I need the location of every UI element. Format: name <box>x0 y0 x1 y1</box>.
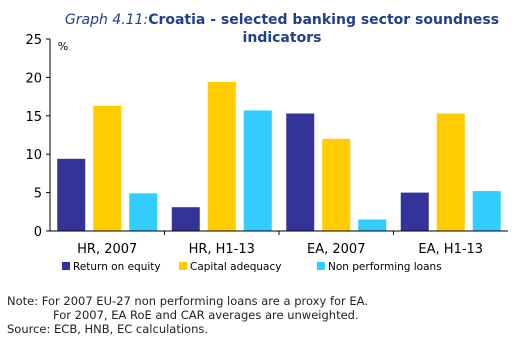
y-tick-label: 0 <box>34 225 42 240</box>
note-line-1: Note: For 2007 EU-27 non performing loan… <box>7 294 368 308</box>
chart-title-line2: indicators <box>243 30 322 46</box>
source-line: Source: ECB, HNB, EC calculations. <box>7 322 209 336</box>
chart-notes: Note: For 2007 EU-27 non performing loan… <box>7 294 368 336</box>
y-tick-label: 5 <box>34 187 42 202</box>
chart-title-prefix: Graph 4.11: <box>65 12 148 28</box>
y-tick-label: 20 <box>25 71 42 86</box>
legend-swatch <box>62 262 70 270</box>
bar <box>243 110 272 231</box>
y-tick-label: 15 <box>25 110 42 125</box>
bar <box>286 113 315 231</box>
x-tick-label: EA, 2007 <box>307 242 365 257</box>
legend-label: Return on equity <box>73 261 161 273</box>
bar <box>171 207 200 231</box>
bars <box>57 82 501 232</box>
bar <box>207 82 236 232</box>
bar <box>472 191 501 231</box>
bar <box>322 138 351 231</box>
bar <box>358 219 387 231</box>
legend-swatch <box>317 262 325 270</box>
chart-title-line1: Graph 4.11:Croatia - selected banking se… <box>65 12 499 28</box>
chart: Graph 4.11:Croatia - selected banking se… <box>25 12 508 273</box>
y-axis-unit-label: % <box>58 40 68 53</box>
y-tick-label: 10 <box>25 148 42 163</box>
bar <box>57 158 86 231</box>
bar <box>129 193 158 231</box>
legend-label: Non performing loans <box>328 261 442 273</box>
note-line-2: For 2007, EA RoE and CAR averages are un… <box>53 308 359 322</box>
x-axis-labels: HR, 2007 HR, H1-13 EA, 2007 EA, H1-13 <box>77 231 483 257</box>
x-tick-label: HR, 2007 <box>77 242 137 257</box>
legend: Return on equity Capital adequacy Non perf… <box>62 261 442 273</box>
chart-title-main: Croatia - selected banking sector soundn… <box>148 12 499 28</box>
y-axis: 0 5 10 15 20 25 <box>25 33 50 240</box>
x-tick-label: EA, H1-13 <box>418 242 483 257</box>
legend-swatch <box>179 262 187 270</box>
bar <box>400 192 429 231</box>
bar <box>436 113 465 231</box>
bar <box>93 105 122 231</box>
legend-label: Capital adequacy <box>190 261 281 273</box>
x-tick-label: HR, H1-13 <box>189 242 255 257</box>
y-tick-label: 25 <box>25 33 42 48</box>
